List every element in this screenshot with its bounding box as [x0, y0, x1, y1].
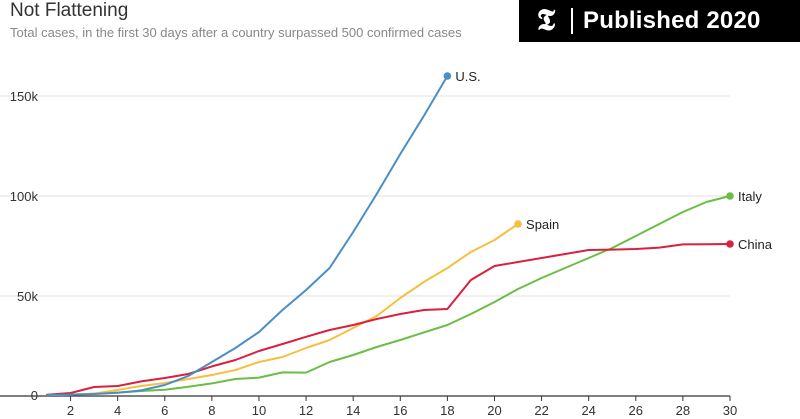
x-tick-label: 14: [346, 403, 360, 418]
series-label-italy: Italy: [738, 189, 762, 204]
published-badge: 𝕿 Published 2020: [519, 0, 800, 42]
badge-divider: [571, 8, 573, 34]
x-tick-label: 20: [487, 403, 501, 418]
series-end-dot-spain: [514, 220, 522, 228]
x-tick-label: 28: [676, 403, 690, 418]
newspaper-logo-icon: 𝕿: [536, 3, 556, 38]
x-tick-label: 2: [67, 403, 74, 418]
x-tick-label: 8: [208, 403, 215, 418]
x-tick-label: 18: [440, 403, 454, 418]
x-tick-label: 6: [161, 403, 168, 418]
series-line-italy: [46, 195, 731, 396]
series-end-dot-italy: [726, 192, 734, 200]
series-label-spain: Spain: [526, 217, 559, 232]
x-tick-label: 16: [393, 403, 407, 418]
x-tick-label: 24: [581, 403, 595, 418]
y-tick-label: 150k: [10, 89, 39, 104]
series-line-china: [46, 243, 731, 396]
series-end-dot-china: [726, 240, 734, 248]
x-tick-label: 10: [252, 403, 266, 418]
y-tick-label: 100k: [10, 189, 39, 204]
chart-subtitle: Total cases, in the first 30 days after …: [10, 25, 462, 40]
chart-title: Not Flattening: [10, 0, 129, 21]
y-tick-label: 50k: [17, 289, 38, 304]
x-tick-label: 30: [723, 403, 737, 418]
published-year-label: Published 2020: [583, 7, 761, 34]
x-tick-label: 26: [629, 403, 643, 418]
x-tick-label: 22: [534, 403, 548, 418]
series-label-us: U.S.: [455, 69, 480, 84]
series-label-china: China: [738, 237, 773, 252]
x-tick-label: 4: [114, 403, 121, 418]
x-tick-label: 12: [299, 403, 313, 418]
series-line-spain: [46, 223, 519, 396]
series-line-us: [46, 75, 449, 396]
series-end-dot-us: [443, 72, 452, 80]
